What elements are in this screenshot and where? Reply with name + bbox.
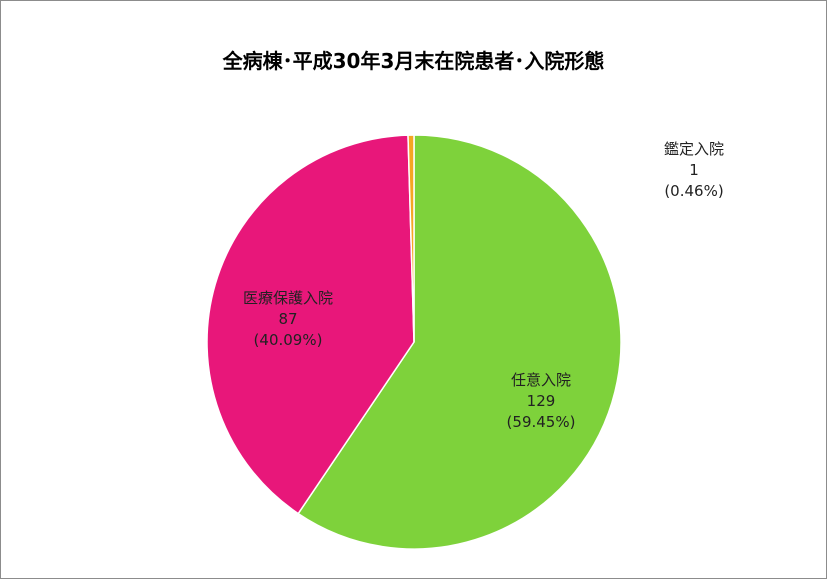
pie-slice-nini [297, 134, 622, 550]
slice-label-nini: 任意入院 129 (59.45%) [481, 370, 601, 433]
slice-percent: (40.09%) [253, 331, 323, 349]
slice-name: 医療保護入院 [242, 289, 333, 307]
slice-percent: (59.45%) [506, 413, 576, 431]
slice-label-kantei: 鑑定入院 1 (0.46%) [639, 139, 749, 202]
pie-slice-kantei [407, 134, 415, 343]
slice-name: 任意入院 [510, 371, 571, 389]
slice-value: 87 [278, 310, 298, 328]
slice-value: 1 [689, 161, 699, 179]
pie-slice-iryo-hogo [206, 134, 415, 515]
chart-title: 全病棟･平成30年3月末在院患者･入院形態 [222, 49, 605, 73]
slice-percent: (0.46%) [664, 182, 724, 200]
slice-label-iryo-hogo: 医療保護入院 87 (40.09%) [213, 288, 363, 351]
slice-name: 鑑定入院 [663, 140, 724, 158]
slice-value: 129 [526, 392, 556, 410]
